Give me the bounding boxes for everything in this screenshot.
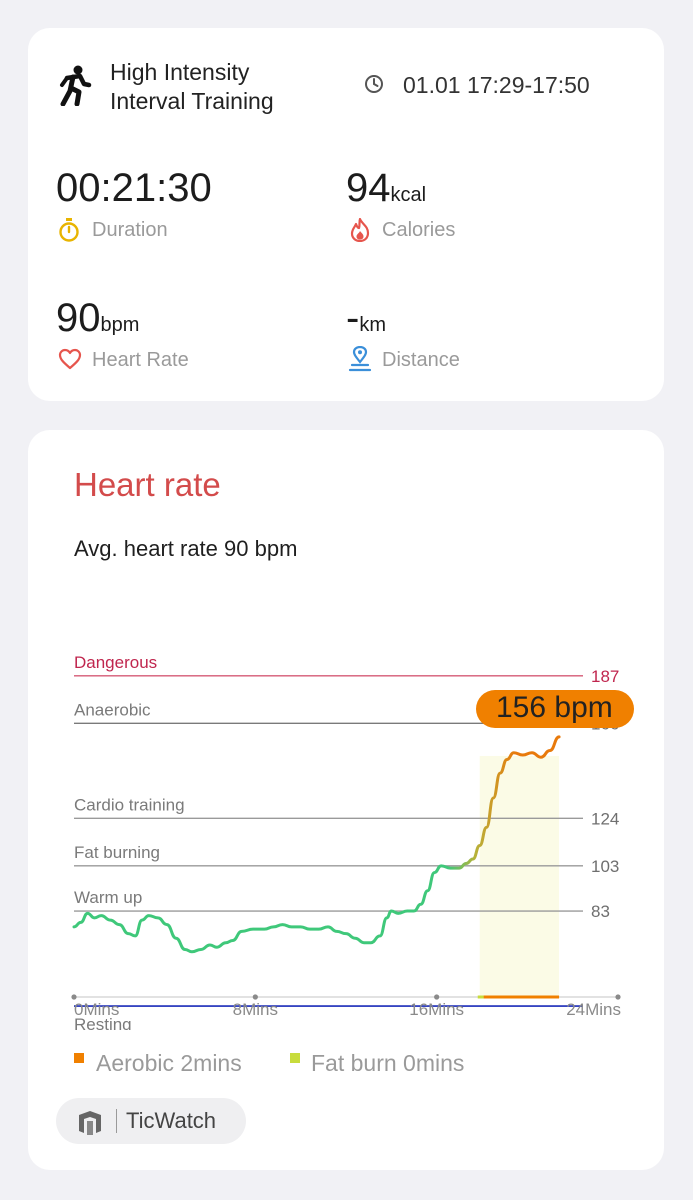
brand-name: TicWatch [126, 1108, 217, 1133]
distance-unit: km [359, 314, 386, 336]
time-range: 01.01 17:29-17:50 [403, 72, 590, 98]
location-pin-icon [348, 345, 372, 377]
x-tick-label-2: 16Mins [409, 1000, 464, 1019]
x-tick-dot-3 [615, 994, 621, 1000]
heart-rate-value-group: 90bpm [56, 296, 139, 341]
clock-icon [364, 74, 384, 99]
distance-label: Distance [382, 349, 460, 371]
running-person-icon [58, 64, 92, 111]
heart-icon [58, 348, 82, 375]
stopwatch-icon [58, 218, 80, 247]
calories-label: Calories [382, 219, 456, 241]
heart-rate-tooltip: 156 bpm [476, 690, 634, 728]
duration-value: 00:21:30 [56, 166, 212, 210]
calories-value: 94 [346, 166, 391, 210]
heart-rate-line [72, 735, 561, 954]
aerobic-highlight-region [479, 755, 560, 997]
flame-icon [349, 217, 371, 247]
aerobic-legend-label: Aerobic 2mins [96, 1050, 242, 1076]
aerobic-legend-swatch [74, 1053, 84, 1063]
fat-burn-legend-swatch [290, 1053, 300, 1063]
x-tick-label-3: 24Mins [566, 1000, 621, 1019]
x-tick-dot-0 [71, 994, 77, 1000]
heart-rate-label: Heart Rate [92, 349, 189, 371]
zone-label-dangerous: Dangerous [74, 653, 157, 672]
x-tick-label-1: 8Mins [233, 1000, 278, 1019]
zone-threshold-103: 103 [591, 857, 619, 876]
heart-rate-value: 90 [56, 296, 101, 340]
zone-label-cardio-training: Cardio training [74, 795, 185, 814]
heart-rate-title: Heart rate [74, 466, 221, 503]
heart-rate-unit: bpm [100, 314, 140, 336]
workout-summary-card: High Intensity Interval Training 01.01 1… [28, 28, 664, 401]
zone-threshold-83: 83 [591, 902, 610, 921]
heart-rate-card: Heart rate Avg. heart rate 90 bpm Danger… [28, 430, 664, 1170]
device-brand-pill[interactable]: TicWatch [56, 1098, 246, 1144]
x-tick-dot-2 [434, 994, 440, 1000]
brand-divider [116, 1109, 117, 1133]
zone-label-warm-up: Warm up [74, 888, 142, 907]
zone-threshold-124: 124 [591, 809, 619, 828]
zone-label-fat-burning: Fat burning [74, 843, 160, 862]
calories-value-group: 94kcal [346, 166, 426, 211]
heart-rate-chart: Dangerous187Anaerobic166Cardio training1… [71, 653, 621, 1030]
fat-burn-legend-label: Fat burn 0mins [311, 1050, 465, 1076]
zone-label-anaerobic: Anaerobic [74, 700, 151, 719]
x-tick-dot-1 [252, 994, 258, 1000]
distance-value-group: -km [346, 296, 386, 341]
average-heart-rate-text: Avg. heart rate 90 bpm [74, 536, 298, 561]
zone-label-resting: Resting [74, 1015, 132, 1030]
workout-title: High Intensity Interval Training [110, 59, 274, 114]
zone-threshold-187: 187 [591, 667, 619, 686]
x-tick-label-0: 0Mins [74, 1000, 119, 1019]
calories-unit: kcal [390, 184, 427, 206]
distance-value: - [346, 296, 360, 340]
ticwatch-logo-icon [76, 1109, 104, 1140]
duration-label: Duration [92, 219, 168, 241]
tooltip-value: 156 bpm [496, 691, 613, 724]
